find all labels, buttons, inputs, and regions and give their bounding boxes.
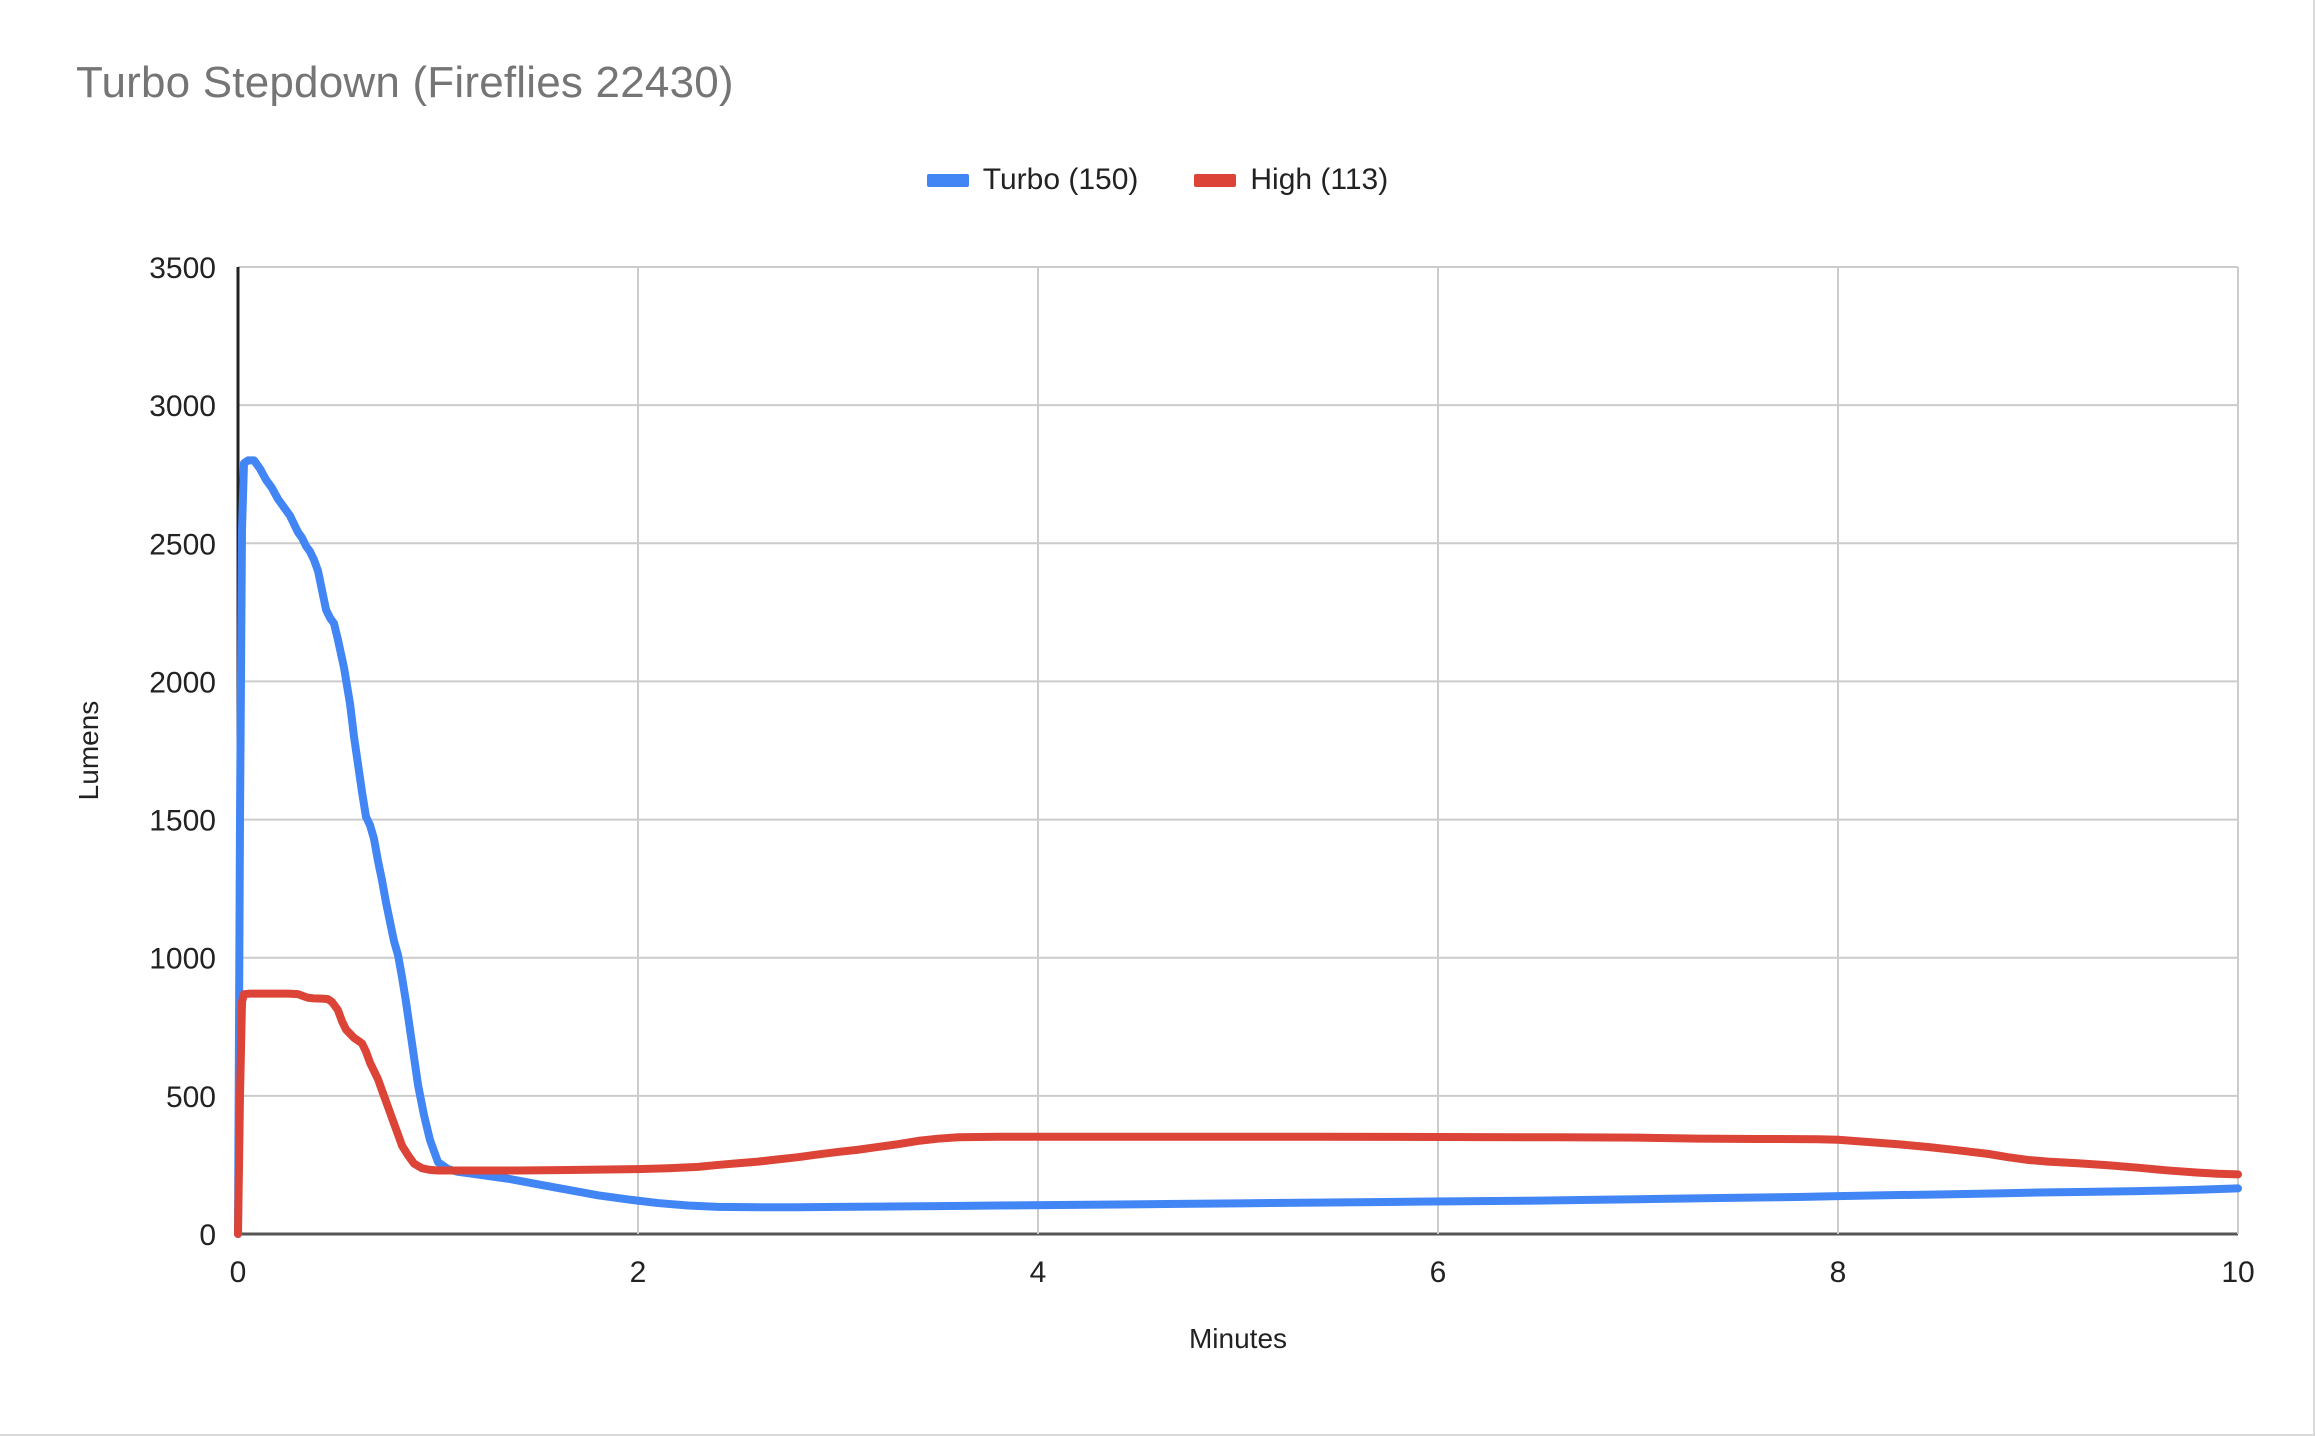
legend-swatch-high — [1194, 173, 1237, 187]
y-axis-tick-label: 1500 — [149, 805, 216, 838]
legend-label-turbo: Turbo (150) — [982, 163, 1139, 196]
legend-label-high: High (113) — [1250, 163, 1389, 196]
x-axis-tick-label: 10 — [2221, 1256, 2254, 1289]
y-axis-title: Lumens — [73, 701, 104, 801]
legend-swatch-turbo — [926, 173, 969, 187]
x-axis-tick-label: 6 — [1430, 1256, 1447, 1289]
chart-title: Turbo Stepdown (Fireflies 22430) — [76, 58, 734, 107]
x-axis-tick-label: 0 — [230, 1256, 247, 1289]
y-axis-tick-label: 1000 — [149, 943, 216, 976]
y-axis-tick-label: 0 — [199, 1219, 216, 1252]
y-axis-tick-label: 3000 — [149, 390, 216, 423]
series-line-turbo — [234, 456, 2242, 1238]
y-axis-tick-label: 3500 — [149, 252, 216, 285]
y-axis-tick-label: 2000 — [149, 666, 216, 699]
x-axis-title: Minutes — [1189, 1323, 1287, 1354]
chart-legend: Turbo (150) High (113) — [0, 163, 2315, 197]
x-axis-tick-label: 4 — [1030, 1256, 1047, 1289]
legend-item-high[interactable]: High (113) — [1194, 163, 1388, 197]
series-line-high — [234, 989, 2242, 1238]
y-axis-tick-label: 2500 — [149, 528, 216, 561]
y-axis-tick-label: 500 — [166, 1081, 216, 1114]
x-axis-tick-label: 2 — [630, 1256, 647, 1289]
legend-item-turbo[interactable]: Turbo (150) — [926, 163, 1139, 197]
x-axis-tick-label: 8 — [1830, 1256, 1847, 1289]
